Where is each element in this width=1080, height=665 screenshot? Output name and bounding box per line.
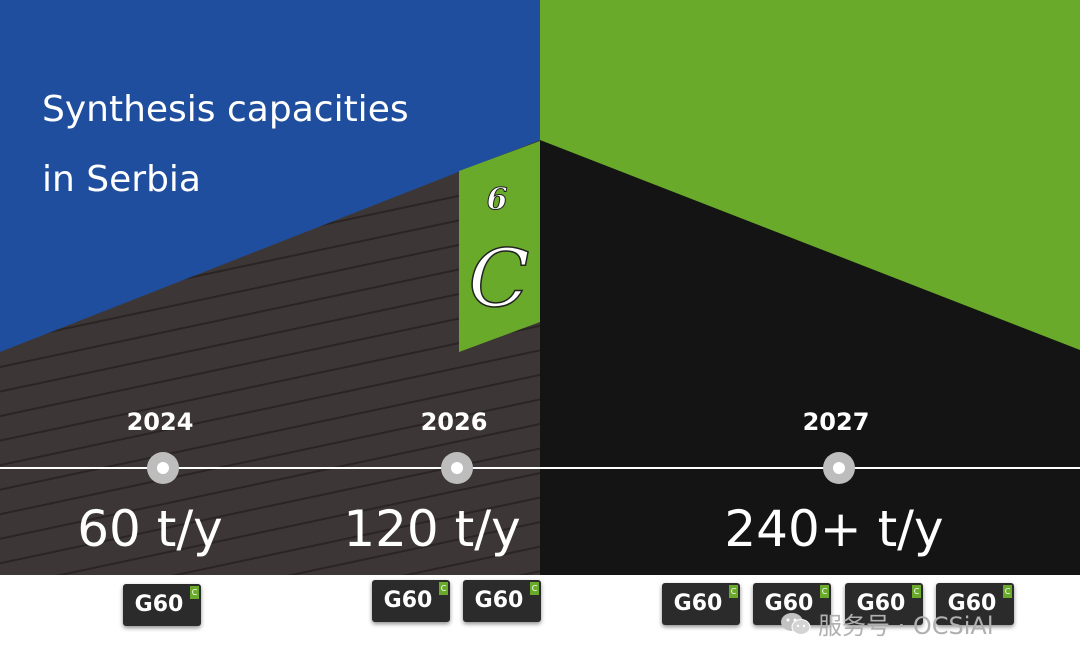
year-2026: 2026 xyxy=(420,408,488,436)
g60-chip: G60 C xyxy=(845,583,923,625)
title-line-1: Synthesis capacities xyxy=(42,89,409,130)
chip-label: G60 xyxy=(764,591,814,616)
chip-label: G60 xyxy=(673,591,723,616)
capacity-2027: 240+ t/y xyxy=(724,500,944,558)
carbon-element-badge: 6 C xyxy=(459,141,540,352)
chip-corner-mark: C xyxy=(729,585,738,598)
g60-chip: G60 C xyxy=(372,580,450,622)
chip-corner-mark: C xyxy=(820,585,829,598)
wechat-icon xyxy=(781,612,811,635)
chip-label: G60 xyxy=(856,591,906,616)
chip-label: G60 xyxy=(947,591,997,616)
chip-label: G60 xyxy=(474,588,524,613)
timeline-line xyxy=(0,467,1080,469)
chip-corner-mark: C xyxy=(1003,585,1012,598)
g60-chip: G60 C xyxy=(662,583,740,625)
g60-chip: G60 C xyxy=(936,583,1014,625)
background-art xyxy=(0,0,1080,575)
g60-chip: G60 C xyxy=(123,584,201,626)
year-2024: 2024 xyxy=(126,408,194,436)
capacity-2024: 60 t/y xyxy=(77,500,223,558)
element-symbol: C xyxy=(468,232,529,325)
g60-chip: G60 C xyxy=(463,580,541,622)
year-2027: 2027 xyxy=(802,408,870,436)
chip-corner-mark: C xyxy=(190,586,199,599)
chip-corner-mark: C xyxy=(439,582,448,595)
chip-label: G60 xyxy=(383,588,433,613)
element-number: 6 xyxy=(487,182,508,217)
timeline-node-2026 xyxy=(441,452,473,484)
watermark-text: 服务号 · OCSiAl xyxy=(818,612,994,640)
chip-corner-mark: C xyxy=(912,585,921,598)
timeline-node-2027 xyxy=(823,452,855,484)
timeline-node-2024 xyxy=(147,452,179,484)
watermark: 服务号 · OCSiAl xyxy=(780,606,994,641)
chip-corner-mark: C xyxy=(530,582,539,595)
capacity-2026: 120 t/y xyxy=(343,500,521,558)
chip-label: G60 xyxy=(134,592,184,617)
title-line-2: in Serbia xyxy=(42,159,201,200)
